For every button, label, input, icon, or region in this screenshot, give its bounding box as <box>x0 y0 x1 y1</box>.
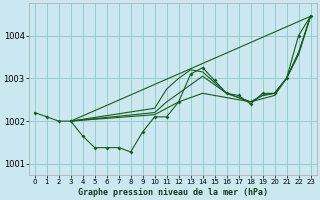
X-axis label: Graphe pression niveau de la mer (hPa): Graphe pression niveau de la mer (hPa) <box>78 188 268 197</box>
